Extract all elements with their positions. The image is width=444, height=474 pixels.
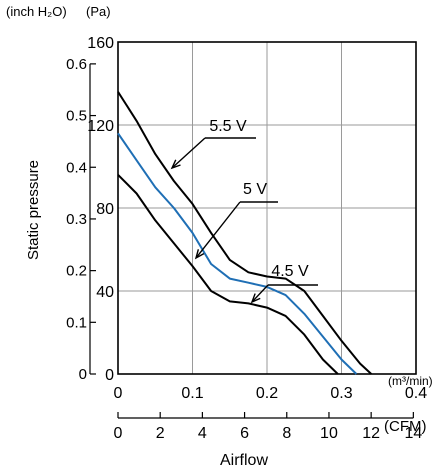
cfm-tick-label: 4 bbox=[198, 425, 207, 442]
series-line-4-5-v bbox=[117, 174, 339, 375]
axes bbox=[89, 41, 417, 419]
cfm-tick-label: 8 bbox=[282, 425, 291, 442]
m3min-tick-label: 0.4 bbox=[405, 385, 427, 402]
unit-label-m3min: (m³/min) bbox=[388, 374, 433, 388]
pa-tick-label: 80 bbox=[96, 201, 114, 218]
series-lines bbox=[117, 91, 372, 375]
curve-arrow-head bbox=[170, 159, 181, 170]
cfm-tick-label: 6 bbox=[240, 425, 249, 442]
grid bbox=[118, 42, 416, 374]
curve-arrow-head bbox=[194, 249, 205, 260]
pa-tick-label: 160 bbox=[87, 35, 114, 52]
inh2o-tick-label: 0.3 bbox=[66, 211, 87, 228]
curve-leader-line bbox=[251, 284, 269, 303]
y-axis-title: Static pressure bbox=[25, 160, 42, 260]
curve-leader-line bbox=[171, 137, 206, 169]
m3min-tick-label: 0 bbox=[114, 385, 123, 402]
inh2o-tick-label: 0 bbox=[79, 366, 87, 383]
inh2o-tick-label: 0.2 bbox=[66, 263, 87, 280]
cfm-tick-label: 0 bbox=[114, 425, 123, 442]
curve-arrow-head bbox=[250, 293, 261, 304]
curve-label: 5 V bbox=[243, 181, 267, 198]
curve-label: 5.5 V bbox=[209, 118, 247, 135]
inh2o-tick-label: 0.6 bbox=[66, 56, 87, 73]
pa-tick-label: 0 bbox=[105, 367, 114, 384]
series-line-5-v bbox=[117, 132, 358, 375]
inh2o-tick-label: 0.5 bbox=[66, 108, 87, 125]
unit-label-cfm: (CFM) bbox=[384, 418, 426, 435]
m3min-tick-label: 0.1 bbox=[181, 385, 203, 402]
annotations: 5.5 V 5 V 4.5 V bbox=[170, 118, 318, 304]
unit-label-inh2o: (inch H₂O) bbox=[6, 4, 67, 19]
cfm-tick-label: 12 bbox=[362, 425, 380, 442]
pa-tick-label: 120 bbox=[87, 118, 114, 135]
inh2o-tick-label: 0.4 bbox=[66, 159, 87, 176]
cfm-tick-label: 2 bbox=[156, 425, 165, 442]
curve-leader-line bbox=[195, 201, 241, 259]
curve-label: 4.5 V bbox=[271, 263, 309, 280]
x-axis-title: Airflow bbox=[220, 452, 268, 469]
cfm-tick-label: 10 bbox=[320, 425, 338, 442]
pa-tick-label: 40 bbox=[96, 284, 114, 301]
cfm-tick-label: 14 bbox=[404, 425, 422, 442]
m3min-tick-label: 0.3 bbox=[330, 385, 352, 402]
series-line-5-5-v bbox=[117, 91, 372, 375]
unit-label-pa: (Pa) bbox=[86, 4, 111, 19]
inh2o-tick-label: 0.1 bbox=[66, 314, 87, 331]
plot-frame bbox=[117, 41, 417, 375]
m3min-tick-label: 0.2 bbox=[256, 385, 278, 402]
